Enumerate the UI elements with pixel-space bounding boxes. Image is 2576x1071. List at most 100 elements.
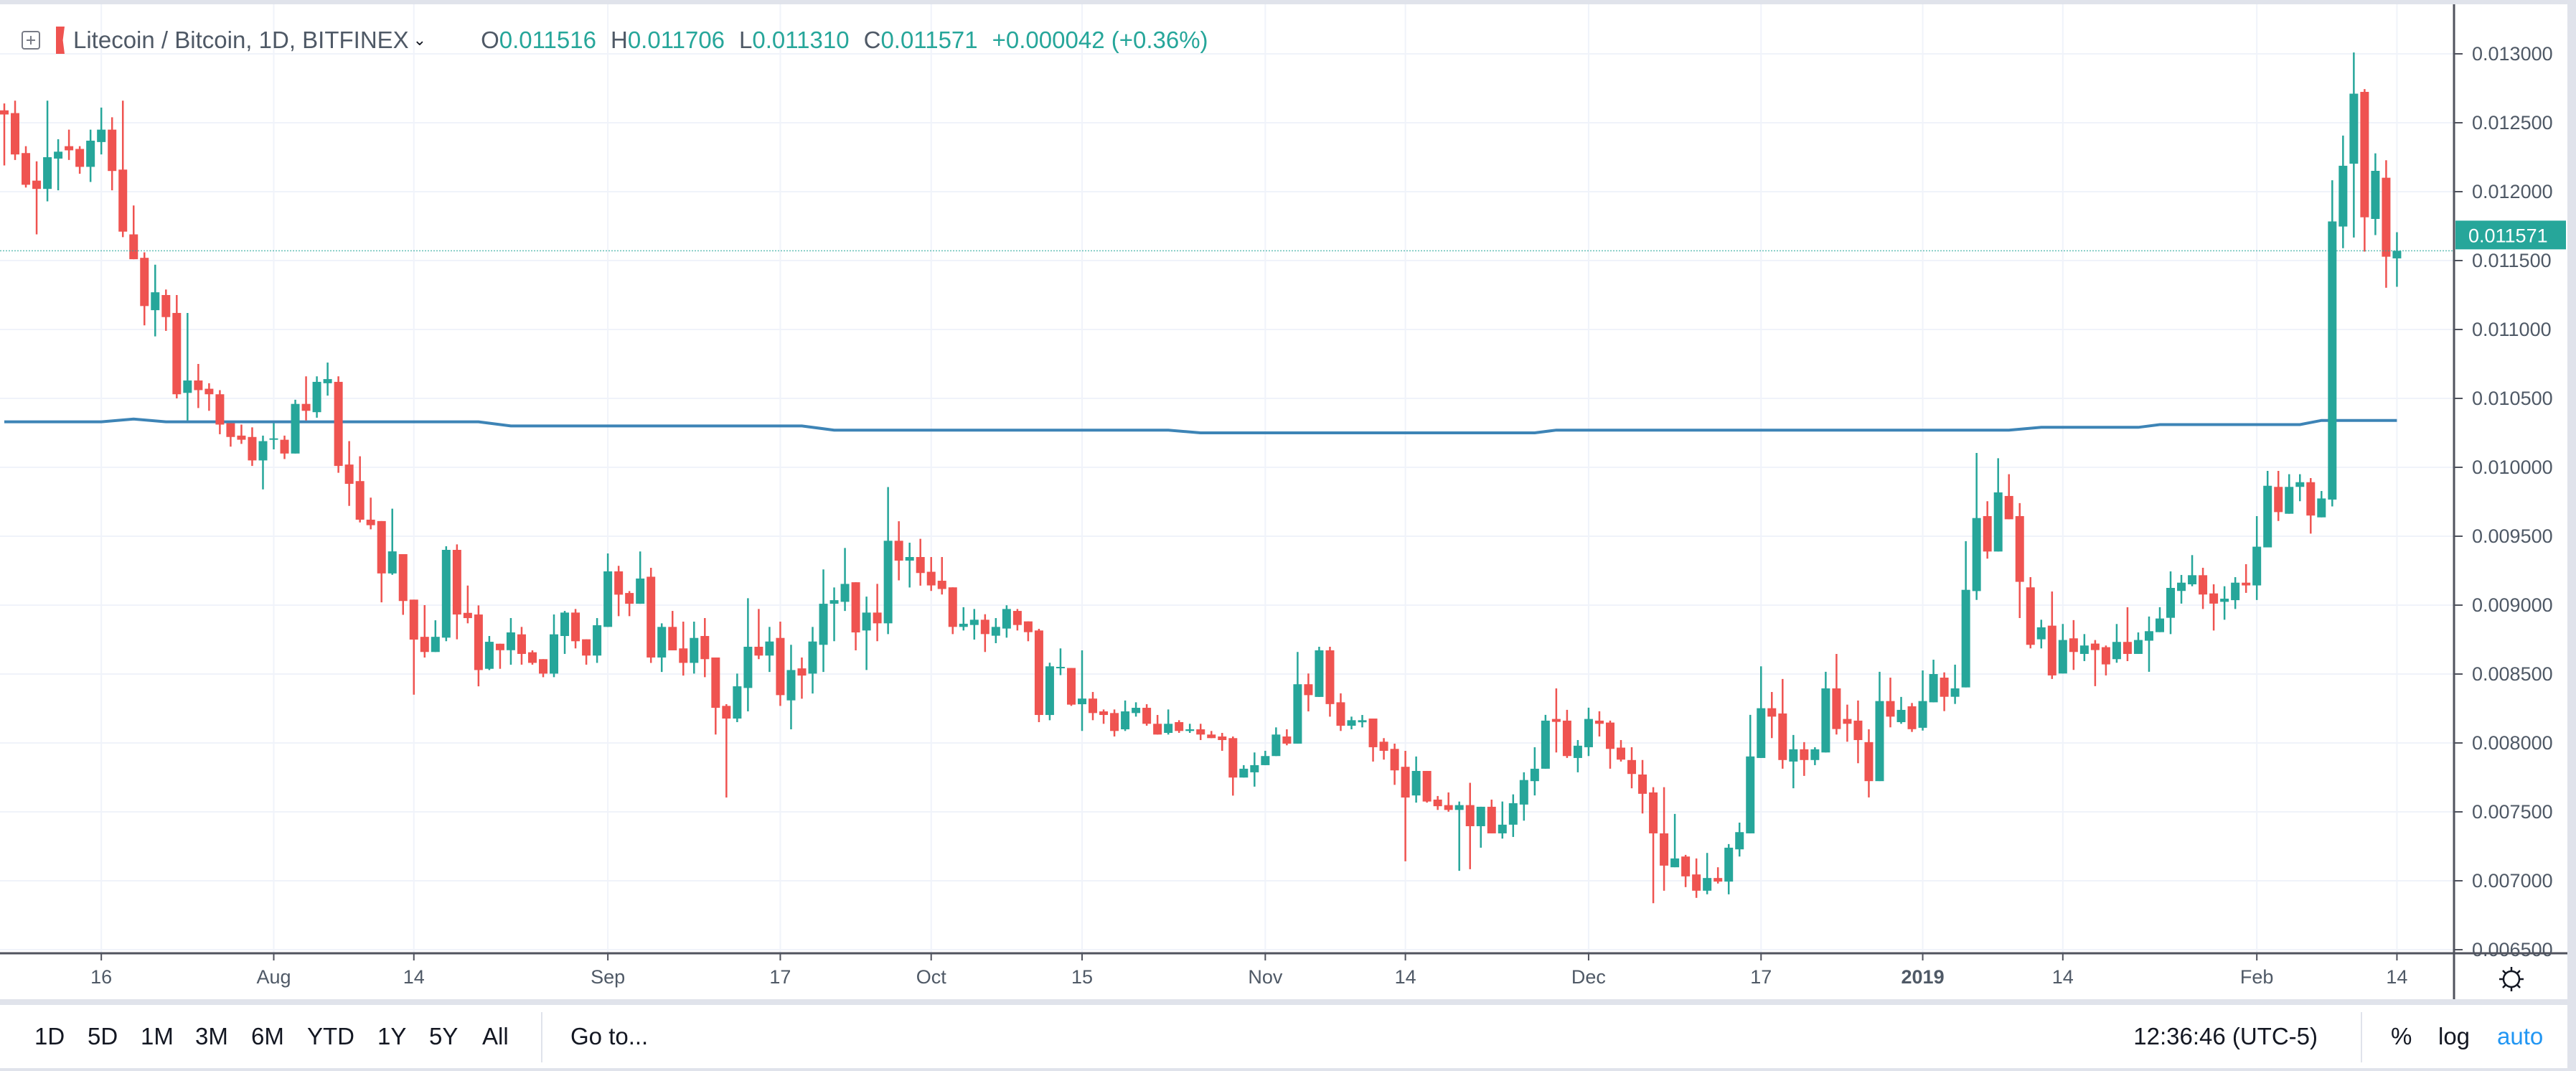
- price-tick-label: 0.009500: [2472, 525, 2553, 547]
- go-to-date-button[interactable]: Go to...: [570, 1023, 649, 1049]
- candle-body: [291, 403, 300, 454]
- candle-body: [1358, 720, 1367, 723]
- candle-up: [765, 627, 774, 673]
- chevron-down-icon[interactable]: ⌄: [413, 31, 427, 49]
- log-scale-toggle[interactable]: log: [2438, 1023, 2471, 1049]
- candle-down: [1089, 691, 1098, 721]
- candle-up: [2112, 624, 2121, 663]
- candle-down: [937, 556, 946, 595]
- candle-body: [215, 394, 225, 425]
- candle-body: [1045, 666, 1054, 716]
- symbol-title[interactable]: Litecoin / Bitcoin, 1D, BITFINEX: [73, 27, 409, 53]
- candle-body: [312, 381, 321, 413]
- collapse-legend-icon[interactable]: [22, 31, 40, 50]
- candle-body: [280, 439, 289, 454]
- candle-up: [2349, 52, 2359, 238]
- candle-down: [75, 146, 85, 174]
- candle-body: [183, 380, 192, 393]
- candle-up: [183, 312, 192, 421]
- candle-body: [1832, 688, 1841, 729]
- candle-body: [679, 648, 688, 663]
- candle-body: [582, 639, 591, 656]
- candle-up: [2231, 577, 2240, 609]
- candle-down: [894, 521, 903, 581]
- candle-down: [2306, 477, 2316, 534]
- percent-scale-toggle[interactable]: %: [2391, 1023, 2412, 1049]
- range-all-button[interactable]: All: [482, 1023, 509, 1049]
- candle-up: [786, 645, 796, 729]
- candle-body: [1282, 736, 1292, 744]
- candle-body: [1099, 711, 1109, 716]
- candle-down: [1336, 693, 1345, 731]
- candle-up: [2058, 624, 2067, 674]
- candle-down: [1617, 739, 1625, 762]
- candle-up: [1347, 716, 1356, 729]
- candle-body: [603, 571, 613, 627]
- range-5d-button[interactable]: 5D: [88, 1023, 118, 1049]
- candle-body: [1207, 734, 1216, 739]
- candle-body: [1703, 878, 1712, 891]
- range-3m-button[interactable]: 3M: [195, 1023, 228, 1049]
- candle-body: [959, 623, 968, 627]
- candle-body: [2392, 251, 2402, 258]
- candle-down: [776, 622, 785, 706]
- candle-body: [1023, 621, 1033, 632]
- candle-down: [1023, 621, 1033, 642]
- candle-body: [2209, 593, 2219, 604]
- candle-up: [733, 673, 742, 723]
- time-tick-label: Sep: [591, 966, 625, 988]
- candle-up: [959, 607, 968, 631]
- candle-down: [1066, 668, 1076, 706]
- range-6m-button[interactable]: 6M: [251, 1023, 284, 1049]
- candle-down: [1207, 731, 1216, 739]
- candle-body: [571, 612, 580, 642]
- candlestick-chart[interactable]: 0.013000 0.012500 0.012000 0.011500 0.011000…: [0, 4, 2567, 999]
- candle-body: [527, 652, 537, 663]
- candle-body: [1778, 713, 1787, 760]
- candle-down: [1304, 673, 1313, 712]
- range-ytd-button[interactable]: YTD: [307, 1023, 354, 1049]
- gear-icon[interactable]: [2499, 967, 2524, 991]
- candle-down: [1099, 709, 1109, 724]
- candle-down: [301, 376, 311, 421]
- candle-down: [1325, 646, 1335, 717]
- candle-down: [754, 609, 763, 660]
- candle-body: [873, 612, 882, 624]
- candle-body: [2133, 640, 2143, 654]
- auto-scale-toggle[interactable]: auto: [2497, 1023, 2544, 1049]
- candle-down: [1110, 709, 1119, 736]
- range-1m-button[interactable]: 1M: [141, 1023, 174, 1049]
- candle-down: [1605, 720, 1614, 769]
- candle-down: [1444, 792, 1453, 812]
- candle-body: [1594, 720, 1604, 724]
- candle-down: [2090, 640, 2100, 686]
- candle-down: [527, 650, 537, 665]
- range-1y-button[interactable]: 1Y: [377, 1023, 407, 1049]
- candle-down: [420, 605, 429, 658]
- candle-body: [1487, 806, 1496, 833]
- candle-down: [722, 704, 731, 798]
- candle-down: [1196, 724, 1205, 740]
- range-1d-button[interactable]: 1D: [34, 1023, 65, 1049]
- candle-up: [1735, 822, 1744, 857]
- clock-timezone[interactable]: 12:36:46 (UTC-5): [2133, 1023, 2318, 1049]
- candle-body: [1315, 650, 1324, 697]
- candle-down: [1594, 711, 1604, 736]
- candle-body: [1476, 806, 1485, 826]
- range-5y-button[interactable]: 5Y: [429, 1023, 459, 1049]
- candle-body: [205, 388, 214, 395]
- candle-down: [2199, 567, 2208, 609]
- candle-body: [851, 582, 860, 633]
- candle-body: [118, 169, 128, 232]
- price-tick-label: 0.009000: [2472, 594, 2553, 616]
- candle-body: [1261, 756, 1270, 765]
- candle-body: [1918, 701, 1927, 728]
- candle-down: [1153, 715, 1162, 735]
- candle-body: [916, 556, 925, 574]
- candle-body: [2090, 643, 2100, 650]
- ohlc-high: H0.011706: [610, 27, 725, 53]
- candle-body: [1670, 858, 1680, 868]
- chart-panel[interactable]: 0.013000 0.012500 0.012000 0.011500 0.011000…: [0, 4, 2567, 999]
- candle-body: [301, 403, 311, 411]
- ohlc-open: O0.011516: [481, 27, 596, 53]
